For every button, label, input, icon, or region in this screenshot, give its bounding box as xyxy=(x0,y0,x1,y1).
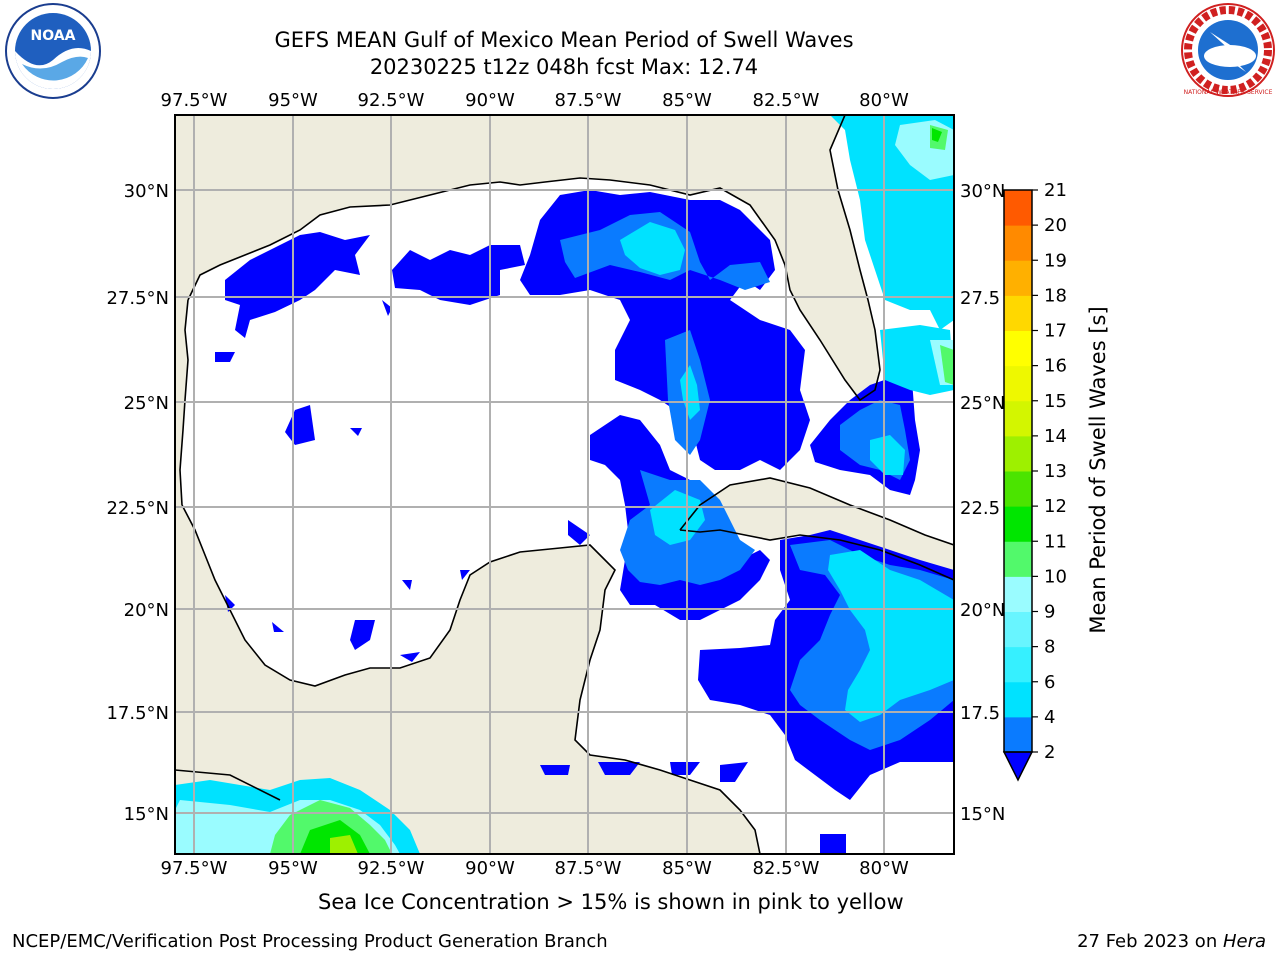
colorbar-label: Mean Period of Swell Waves [s] xyxy=(1086,306,1110,633)
bottom-lon-label: 87.5°W xyxy=(555,858,622,879)
colorbar-segment xyxy=(1004,400,1032,437)
top-lon-label: 82.5°W xyxy=(753,90,820,111)
top-lon-label: 92.5°W xyxy=(358,90,425,111)
colorbar-tick-label: 9 xyxy=(1044,602,1055,623)
colorbar-tick-label: 15 xyxy=(1044,391,1067,412)
colorbar-segment xyxy=(1004,611,1032,648)
colorbar-extend-triangle xyxy=(1002,751,1034,782)
top-lon-label: 87.5°W xyxy=(555,90,622,111)
top-lon-label: 97.5°W xyxy=(161,90,228,111)
chart-title: GEFS MEAN Gulf of Mexico Mean Period of … xyxy=(274,28,854,52)
colorbar-segment xyxy=(1004,716,1032,753)
left-lat-label: 27.5°N xyxy=(106,288,169,309)
right-lat-label: 30°N xyxy=(960,181,1005,202)
right-lat-label: 20°N xyxy=(960,600,1005,621)
top-lon-label: 80°W xyxy=(859,90,909,111)
colorbar-segment xyxy=(1004,681,1032,718)
bottom-lon-label: 90°W xyxy=(465,858,515,879)
nws-logo-text: NATIONAL WEATHER SERVICE xyxy=(1184,89,1273,96)
colorbar-tick-label: 19 xyxy=(1044,250,1067,271)
colorbar-tick-label: 14 xyxy=(1044,426,1067,447)
colorbar-segment xyxy=(1004,646,1032,683)
left-lat-label: 15°N xyxy=(124,804,169,825)
swell-shading-12plus xyxy=(330,835,358,854)
colorbar: 2 4 6 8 9 10 11 12 13 14 15 16 17 18 19 20 21 xyxy=(1002,180,1067,782)
left-lat-label: 22.5°N xyxy=(106,498,169,519)
colorbar-segment xyxy=(1004,365,1032,402)
colorbar-segment xyxy=(1004,330,1032,367)
right-lat-label: 15°N xyxy=(960,804,1005,825)
bottom-lon-label: 95°W xyxy=(268,858,318,879)
footer-date-text: 27 Feb 2023 on xyxy=(1077,931,1223,952)
left-lat-label: 30°N xyxy=(124,181,169,202)
nws-logo: NATIONAL WEATHER SERVICE xyxy=(1181,3,1275,97)
top-lon-label: 95°W xyxy=(268,90,318,111)
bottom-lon-label: 97.5°W xyxy=(161,858,228,879)
bottom-lon-label: 82.5°W xyxy=(753,858,820,879)
left-lat-label: 20°N xyxy=(124,600,169,621)
colorbar-tick-label: 12 xyxy=(1044,496,1067,517)
colorbar-tick-label: 20 xyxy=(1044,215,1067,236)
colorbar-segment xyxy=(1004,190,1032,226)
bottom-lon-label: 80°W xyxy=(859,858,909,879)
colorbar-tick-label: 4 xyxy=(1044,707,1055,728)
colorbar-segment xyxy=(1004,225,1032,261)
sea-ice-note: Sea Ice Concentration > 15% is shown in … xyxy=(318,890,904,914)
colorbar-tick-label: 2 xyxy=(1044,742,1055,763)
noaa-logo: NOAA xyxy=(5,3,101,99)
colorbar-tick-label: 13 xyxy=(1044,461,1067,482)
chart-subtitle: 20230225 t12z 048h fcst Max: 12.74 xyxy=(369,55,759,79)
left-lat-label: 25°N xyxy=(124,393,169,414)
coastline xyxy=(175,115,954,854)
colorbar-segment xyxy=(1004,435,1032,472)
footer-date: 27 Feb 2023 on Hera xyxy=(1077,931,1266,952)
cuba-land xyxy=(680,478,954,580)
bottom-lon-label: 92.5°W xyxy=(358,858,425,879)
map-frame xyxy=(174,114,955,855)
colorbar-tick-label: 8 xyxy=(1044,637,1055,658)
colorbar-segment xyxy=(1004,541,1032,577)
colorbar-tick-label: 17 xyxy=(1044,321,1067,342)
right-lat-label: 27.5 xyxy=(960,288,1000,309)
colorbar-tick-label: 10 xyxy=(1044,566,1067,587)
colorbar-segment xyxy=(1004,576,1032,612)
yucatan-land xyxy=(175,545,760,854)
left-lat-label: 17.5°N xyxy=(106,703,169,724)
footer-machine: Hera xyxy=(1222,931,1266,952)
colorbar-segment xyxy=(1004,506,1032,542)
footer-credit: NCEP/EMC/Verification Post Processing Pr… xyxy=(12,931,608,952)
colorbar-segment xyxy=(1004,260,1032,296)
colorbar-tick-label: 18 xyxy=(1044,285,1067,306)
top-lon-label: 90°W xyxy=(465,90,515,111)
colorbar-tick-label: 6 xyxy=(1044,672,1055,693)
right-lat-label: 17.5 xyxy=(960,703,1000,724)
bottom-lon-label: 85°W xyxy=(662,858,712,879)
colorbar-tick-label: 11 xyxy=(1044,531,1067,552)
colorbar-segment xyxy=(1004,295,1032,331)
gridlines xyxy=(175,115,954,854)
colorbar-tick-label: 21 xyxy=(1044,180,1067,201)
colorbar-segment xyxy=(1004,471,1032,507)
noaa-logo-text: NOAA xyxy=(31,28,76,44)
right-lat-label: 25°N xyxy=(960,393,1005,414)
colorbar-tick-label: 16 xyxy=(1044,356,1067,377)
top-lon-label: 85°W xyxy=(662,90,712,111)
right-lat-label: 22.5 xyxy=(960,498,1000,519)
